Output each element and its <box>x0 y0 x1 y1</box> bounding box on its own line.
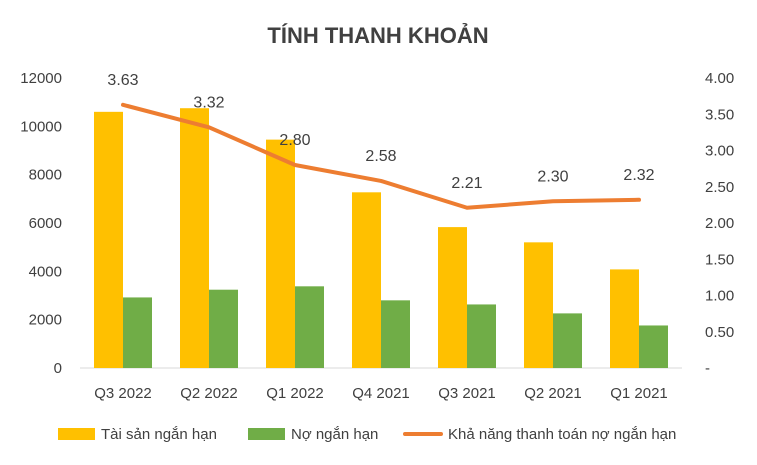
legend: Tài sản ngắn hạn Nợ ngắn hạn Khả năng than… <box>58 426 676 443</box>
category-tick-label: Q2 2021 <box>524 385 582 402</box>
right-axis-tick-label: 0.50 <box>705 324 734 341</box>
current-liabilities-bar <box>381 300 410 368</box>
current-assets-bar <box>524 242 553 368</box>
left-axis-tick-label: 4000 <box>29 263 62 280</box>
legend-label: Nợ ngắn hạn <box>291 426 378 443</box>
ratio-line <box>121 102 641 210</box>
current-assets-bar <box>266 139 295 368</box>
ratio-line-group: 3.63 3.32 2.80 2.58 2.21 2.30 2.32 <box>107 72 655 210</box>
right-axis-tick-label: - <box>705 360 710 377</box>
current-liabilities-bar <box>553 313 582 368</box>
legend-swatch-current-liabilities <box>248 428 285 440</box>
category-tick-label: Q1 2022 <box>266 385 324 402</box>
legend-swatch-current-assets <box>58 428 95 440</box>
current-liabilities-bar <box>467 304 496 368</box>
right-axis-tick-label: 1.00 <box>705 288 734 305</box>
category-tick-label: Q3 2021 <box>438 385 496 402</box>
ratio-data-label: 3.32 <box>193 94 224 111</box>
right-axis-tick-label: 2.00 <box>705 215 734 232</box>
ratio-data-label: 2.21 <box>451 175 482 192</box>
category-axis-ticks: Q3 2022 Q2 2022 Q1 2022 Q4 2021 Q3 2021 Q2 20… <box>94 385 668 402</box>
ratio-data-label: 2.30 <box>537 168 568 185</box>
current-liabilities-bar <box>295 286 324 368</box>
current-liabilities-bar <box>639 325 668 368</box>
current-liabilities-bar <box>209 289 238 368</box>
left-axis-tick-label: 8000 <box>29 167 62 184</box>
ratio-data-label: 2.80 <box>279 132 310 149</box>
legend-label: Tài sản ngắn hạn <box>101 426 217 443</box>
ratio-data-label: 2.58 <box>365 148 396 165</box>
right-axis-tick-label: 4.00 <box>705 70 734 87</box>
right-axis-ticks: - 0.50 1.00 1.50 2.00 2.50 3.00 3.50 4.00 <box>705 70 734 377</box>
left-axis-tick-label: 0 <box>54 360 62 377</box>
legend-label: Khả năng thanh toán nợ ngắn hạn <box>448 426 676 443</box>
bars-group <box>94 108 668 368</box>
category-tick-label: Q3 2022 <box>94 385 152 402</box>
category-tick-label: Q2 2022 <box>180 385 238 402</box>
current-assets-bar <box>352 192 381 368</box>
right-axis-tick-label: 2.50 <box>705 179 734 196</box>
current-assets-bar <box>180 108 209 368</box>
left-axis-tick-label: 2000 <box>29 312 62 329</box>
right-axis-tick-label: 3.00 <box>705 143 734 160</box>
left-axis-tick-label: 12000 <box>20 70 62 87</box>
left-axis-tick-label: 10000 <box>20 118 62 135</box>
chart-title: TÍNH THANH KHOẢN <box>267 23 488 48</box>
ratio-data-label: 3.63 <box>107 72 138 89</box>
current-assets-bar <box>94 111 123 368</box>
category-tick-label: Q1 2021 <box>610 385 668 402</box>
current-assets-bar <box>610 269 639 368</box>
right-axis-tick-label: 1.50 <box>705 251 734 268</box>
category-tick-label: Q4 2021 <box>352 385 410 402</box>
left-axis-ticks: 0 2000 4000 6000 8000 10000 12000 <box>20 70 62 377</box>
ratio-data-label: 2.32 <box>623 167 654 184</box>
current-liabilities-bar <box>123 297 152 368</box>
left-axis-tick-label: 6000 <box>29 215 62 232</box>
right-axis-tick-label: 3.50 <box>705 106 734 123</box>
current-assets-bar <box>438 227 467 368</box>
